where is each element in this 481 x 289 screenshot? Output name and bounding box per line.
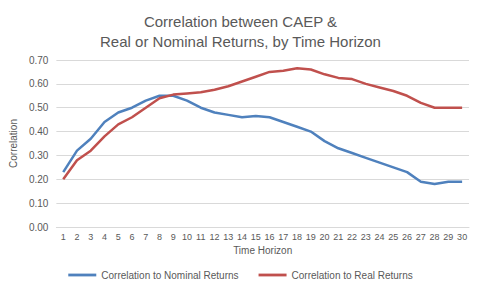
svg-text:Correlation between CAEP &: Correlation between CAEP &	[144, 13, 337, 30]
svg-text:16: 16	[265, 232, 275, 242]
svg-text:0.20: 0.20	[29, 174, 49, 185]
svg-text:7: 7	[143, 232, 148, 242]
svg-text:10: 10	[182, 232, 192, 242]
svg-text:14: 14	[237, 232, 247, 242]
svg-text:0.00: 0.00	[29, 222, 49, 233]
svg-text:Correlation: Correlation	[8, 119, 19, 168]
svg-text:11: 11	[196, 232, 205, 242]
svg-text:24: 24	[375, 232, 385, 242]
svg-text:Time Horizon: Time Horizon	[233, 245, 292, 256]
svg-text:15: 15	[251, 232, 261, 242]
svg-text:3: 3	[88, 232, 93, 242]
svg-text:28: 28	[430, 232, 440, 242]
svg-text:27: 27	[416, 232, 426, 242]
svg-text:22: 22	[347, 232, 357, 242]
svg-text:19: 19	[306, 232, 316, 242]
svg-text:30: 30	[457, 232, 467, 242]
svg-text:29: 29	[443, 232, 453, 242]
svg-text:Real or Nominal Returns, by Ti: Real or Nominal Returns, by Time Horizon	[100, 33, 381, 50]
svg-text:17: 17	[278, 232, 288, 242]
svg-text:21: 21	[333, 232, 343, 242]
svg-text:4: 4	[102, 232, 107, 242]
svg-text:13: 13	[223, 232, 233, 242]
svg-text:5: 5	[116, 232, 121, 242]
svg-text:Correlation to Nominal Returns: Correlation to Nominal Returns	[101, 270, 238, 281]
svg-text:8: 8	[157, 232, 162, 242]
svg-text:0.10: 0.10	[29, 198, 49, 209]
svg-text:Correlation to Real Returns: Correlation to Real Returns	[292, 270, 413, 281]
svg-text:0.60: 0.60	[29, 78, 49, 89]
svg-text:2: 2	[74, 232, 79, 242]
svg-text:25: 25	[388, 232, 398, 242]
svg-text:20: 20	[320, 232, 330, 242]
svg-text:23: 23	[361, 232, 371, 242]
svg-text:12: 12	[210, 232, 220, 242]
svg-text:6: 6	[130, 232, 135, 242]
svg-text:0.40: 0.40	[29, 126, 49, 137]
svg-text:18: 18	[292, 232, 302, 242]
svg-text:1: 1	[61, 232, 66, 242]
svg-text:26: 26	[402, 232, 412, 242]
svg-text:9: 9	[171, 232, 176, 242]
svg-text:0.30: 0.30	[29, 150, 49, 161]
svg-text:0.50: 0.50	[29, 102, 49, 113]
svg-text:0.70: 0.70	[29, 55, 49, 66]
